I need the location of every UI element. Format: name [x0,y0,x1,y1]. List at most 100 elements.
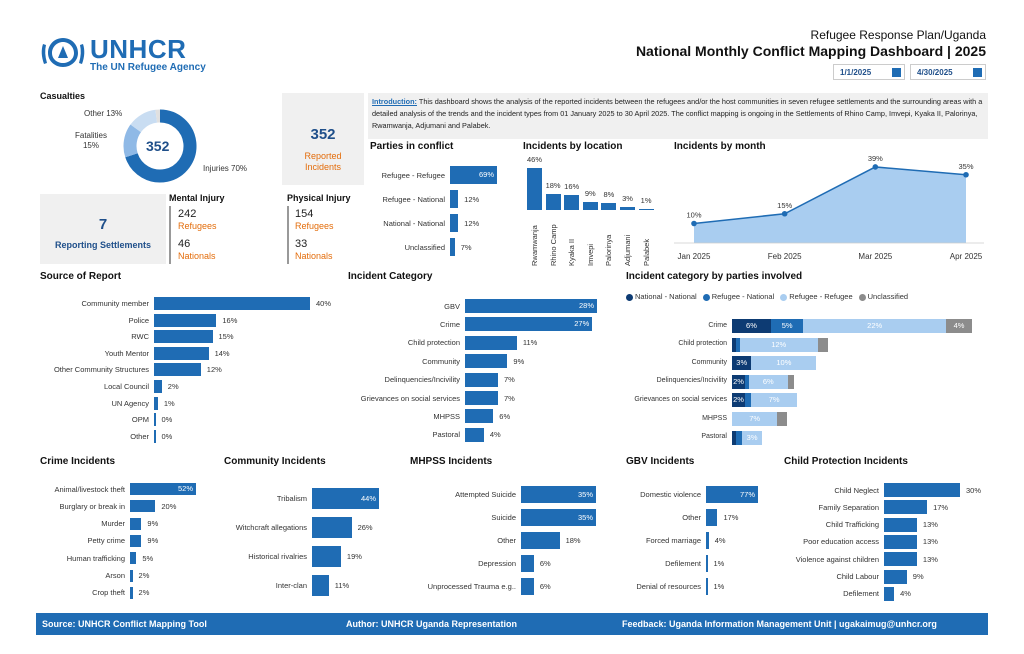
bar [154,297,310,310]
stack-segment [748,374,788,389]
location-label: Rhino Camp [548,224,558,266]
bar-value: 77% [739,489,755,499]
bar-value: 28% [578,301,594,310]
unhcr-logo-icon [41,38,85,67]
category-title: Incident Category [348,271,433,282]
location-bar [638,208,654,210]
category-parties-legend: National - National Refugee - National Ref… [626,292,996,304]
category-parties-title: Incident category by parties involved [626,271,803,282]
stack-label: Crime [708,321,727,329]
bar-label: Murder [101,519,125,529]
legend-swatch [626,293,633,301]
bar [465,409,494,424]
bar-value: 20% [161,501,177,511]
bar [450,166,497,184]
bar-value: 44% [360,493,376,503]
bar [521,486,596,503]
bar-label: Inter-clan [275,581,307,590]
bar-label: Grievances on social services [360,393,460,403]
month-title: Incidents by month [674,141,766,152]
physical-nationals-label: Nationals [295,251,333,261]
bar [884,586,895,601]
bar-value: 52% [177,484,193,493]
footer-source: Source: UNHCR Conflict Mapping Tool [42,619,207,629]
bar-label: Crime [440,319,460,329]
bar-value: 1% [713,559,725,568]
month-tick: Jan 2025 [678,252,711,261]
bar [154,330,213,344]
month-tick: Apr 2025 [950,252,983,261]
bar-label: Community member [81,299,149,308]
bar-label: Child Trafficking [825,520,879,530]
bar-label: National - National [383,218,445,228]
bar-label: Poor education access [803,537,879,547]
bar-label: Violence against children [795,554,879,564]
bar-value: 2% [138,588,150,598]
stack-segment [732,337,736,352]
bar [154,413,156,427]
bar-value: 6% [539,582,551,591]
community-title: Community Incidents [224,456,326,467]
bar-label: Local Council [103,382,149,391]
stack-value: 6% [746,321,757,330]
location-value: 8% [603,189,615,199]
location-label: Palorinya [604,234,614,266]
mhpss-chart: Attempted Suicide 35% Suicide 35% Other 18% De… [410,486,610,600]
stack-segment [739,337,818,352]
stack-segment [787,374,795,389]
stack-segment [770,319,804,333]
stack-segment [751,356,817,371]
footer-feedback: Feedback: Uganda Information Management … [622,619,937,629]
month-point [781,210,788,217]
bar [465,354,508,369]
reported-incidents-value: 352 [310,126,336,143]
location-label: Rwamwanja [530,225,539,266]
bar-label: Refugee - National [382,194,445,204]
location-bar [564,195,580,210]
bar [450,238,455,256]
calendar-icon[interactable] [892,68,901,77]
reported-label-1: Reported [304,151,342,161]
bar-label: Human trafficking [66,553,125,563]
date-end-picker[interactable]: 4/30/2025 [910,64,986,80]
bar [465,372,498,387]
parties-chart: Refugee - Refugee 69% Refugee - National 12… [370,166,510,262]
physical-refugees-label: Refugees [295,221,334,231]
month-point [691,220,697,227]
month-area [694,166,966,243]
stack-segment [735,430,743,445]
bar-label: Youth Mentor [104,348,149,358]
bar-label: Other [130,431,149,441]
reporting-settlements-card: 7 Reporting Settlements [40,194,166,264]
bar-value: 9% [147,536,159,546]
stack-value: 5% [781,321,793,330]
bar-label: Animal/livestock theft [54,484,125,494]
casualties-title: Casualties [40,91,86,101]
bar-value: 17% [933,502,949,512]
header-subtitle: Refugee Response Plan/Uganda [810,28,986,42]
location-value: 9% [584,188,596,198]
calendar-icon[interactable] [973,68,982,77]
bar-value: 13% [922,554,938,564]
stack-segment [946,319,972,333]
bar [312,517,352,538]
bar-value: 19% [346,552,362,561]
bar-label: Petty crime [87,536,125,546]
month-tick: Mar 2025 [858,252,892,261]
stack-value: 10% [776,358,792,368]
location-label: Imvepi [585,243,595,266]
settlements-label: Reporting Settlements [54,240,151,250]
stack-value: 4% [953,321,965,330]
bar [154,346,209,360]
date-start-picker[interactable]: 1/1/2025 [833,64,905,80]
stack-value: 7% [749,414,761,423]
month-point [872,164,879,170]
stack-segment [735,337,740,352]
bar [450,190,459,208]
stack-value: 2% [733,376,744,386]
bar [521,532,560,549]
donut-slice [125,109,197,183]
mental-nationals-value: 46 [178,238,191,250]
bar-label: Historical rivalries [248,552,307,561]
mental-refugees-label: Refugees [178,221,217,231]
